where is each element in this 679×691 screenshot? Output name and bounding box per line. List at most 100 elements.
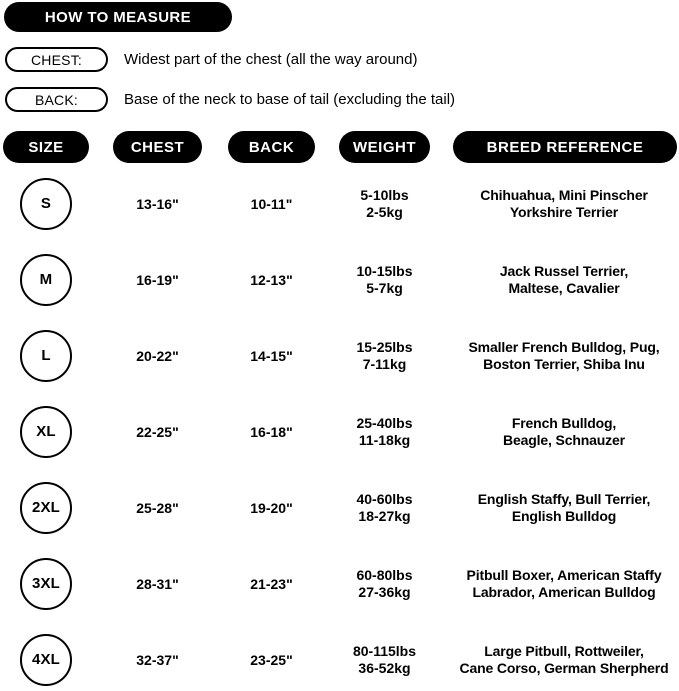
breed-line-2: Boston Terrier, Shiba Inu xyxy=(483,356,645,372)
chest-value: 22-25" xyxy=(136,423,179,440)
cell-weight: 10-15lbs 5-7kg xyxy=(339,249,430,311)
weight-value-lbs: 40-60lbs xyxy=(356,491,413,508)
breed-line-2: Cane Corso, German Sherpherd xyxy=(459,660,669,676)
weight-value-lbs: 15-25lbs xyxy=(356,339,413,356)
table-row: 2XL 25-28" 19-20" 40-60lbs 18-27kg English St… xyxy=(0,477,679,539)
breed-line-1: Pitbull Boxer, American Staffy xyxy=(466,567,662,584)
breed-line-2: Beagle, Schnauzer xyxy=(503,432,625,448)
size-badge: 2XL xyxy=(20,482,72,534)
cell-size: 3XL xyxy=(3,553,89,615)
measure-description-back: Base of the neck to base of tail (exclud… xyxy=(124,91,456,108)
weight-value-kg: 5-7kg xyxy=(366,280,403,296)
table-row: L 20-22" 14-15" 15-25lbs 7-11kg Smaller Frenc… xyxy=(0,325,679,387)
back-value: 14-15" xyxy=(250,347,293,364)
size-badge: 3XL xyxy=(20,558,72,610)
cell-breed-reference: English Staffy, Bull Terrier, English Bul… xyxy=(449,477,679,539)
cell-size: 4XL xyxy=(3,629,89,691)
cell-chest: 22-25" xyxy=(113,401,202,463)
cell-size: M xyxy=(3,249,89,311)
cell-weight: 40-60lbs 18-27kg xyxy=(339,477,430,539)
measure-description-chest: Widest part of the chest (all the way ar… xyxy=(124,51,418,68)
weight-value-lbs: 25-40lbs xyxy=(356,415,413,432)
column-header-chest: CHEST xyxy=(113,131,202,163)
cell-back: 12-13" xyxy=(228,249,315,311)
cell-chest: 25-28" xyxy=(113,477,202,539)
back-value: 19-20" xyxy=(250,499,293,516)
weight-value-kg: 7-11kg xyxy=(362,356,407,372)
back-value: 16-18" xyxy=(250,423,293,440)
weight-value-kg: 27-36kg xyxy=(358,584,411,600)
chest-value: 25-28" xyxy=(136,499,179,516)
breed-line-2: Maltese, Cavalier xyxy=(508,280,620,296)
table-row: M 16-19" 12-13" 10-15lbs 5-7kg Jack Russel Te… xyxy=(0,249,679,311)
cell-size: S xyxy=(3,173,89,235)
breed-line-2: Yorkshire Terrier xyxy=(509,204,619,220)
how-to-measure-title: HOW TO MEASURE xyxy=(4,2,232,32)
cell-chest: 20-22" xyxy=(113,325,202,387)
back-value: 10-11" xyxy=(250,195,293,212)
cell-size: L xyxy=(3,325,89,387)
chest-value: 13-16" xyxy=(136,195,179,212)
weight-value-lbs: 10-15lbs xyxy=(356,263,413,280)
cell-chest: 16-19" xyxy=(113,249,202,311)
back-value: 12-13" xyxy=(250,271,293,288)
cell-size: XL xyxy=(3,401,89,463)
cell-breed-reference: Large Pitbull, Rottweiler, Cane Corso, Ge… xyxy=(449,629,679,691)
weight-value-kg: 11-18kg xyxy=(358,432,411,448)
table-row: S 13-16" 10-11" 5-10lbs 2-5kg Chihuahua, Mini… xyxy=(0,173,679,235)
cell-weight: 25-40lbs 11-18kg xyxy=(339,401,430,463)
column-header-size: SIZE xyxy=(3,131,89,163)
weight-value-kg: 2-5kg xyxy=(366,204,403,220)
column-header-weight: WEIGHT xyxy=(339,131,430,163)
measure-label-back: BACK: xyxy=(5,87,108,112)
weight-value-lbs: 60-80lbs xyxy=(356,567,413,584)
cell-breed-reference: Jack Russel Terrier, Maltese, Cavalier xyxy=(449,249,679,311)
column-header-back: BACK xyxy=(228,131,315,163)
table-header-row: SIZE CHEST BACK WEIGHT BREED REFERENCE xyxy=(0,131,679,163)
measure-label-chest: CHEST: xyxy=(5,47,108,72)
breed-line-1: Smaller French Bulldog, Pug, xyxy=(468,339,660,356)
measure-row-back: BACK: Base of the neck to base of tail (… xyxy=(0,87,679,113)
cell-weight: 5-10lbs 2-5kg xyxy=(339,173,430,235)
weight-value-kg: 18-27kg xyxy=(358,508,411,524)
weight-value-kg: 36-52kg xyxy=(358,660,411,676)
cell-back: 21-23" xyxy=(228,553,315,615)
column-header-breed-reference: BREED REFERENCE xyxy=(453,131,677,163)
table-row: XL 22-25" 16-18" 25-40lbs 11-18kg French Bull… xyxy=(0,401,679,463)
cell-back: 10-11" xyxy=(228,173,315,235)
back-value: 21-23" xyxy=(250,575,293,592)
chest-value: 20-22" xyxy=(136,347,179,364)
cell-back: 16-18" xyxy=(228,401,315,463)
size-badge: L xyxy=(20,330,72,382)
chest-value: 16-19" xyxy=(136,271,179,288)
size-badge: 4XL xyxy=(20,634,72,686)
table-row: 4XL 32-37" 23-25" 80-115lbs 36-52kg Large Pit… xyxy=(0,629,679,691)
weight-value-lbs: 80-115lbs xyxy=(352,643,417,660)
cell-breed-reference: Pitbull Boxer, American Staffy Labrador, … xyxy=(449,553,679,615)
breed-line-1: Large Pitbull, Rottweiler, xyxy=(484,643,644,660)
cell-breed-reference: French Bulldog, Beagle, Schnauzer xyxy=(449,401,679,463)
breed-line-2: Labrador, American Bulldog xyxy=(472,584,656,600)
cell-breed-reference: Smaller French Bulldog, Pug, Boston Terri… xyxy=(449,325,679,387)
breed-line-2: English Bulldog xyxy=(511,508,617,524)
weight-value-lbs: 5-10lbs xyxy=(360,187,409,204)
cell-chest: 28-31" xyxy=(113,553,202,615)
breed-line-1: Chihuahua, Mini Pinscher xyxy=(480,187,648,204)
cell-size: 2XL xyxy=(3,477,89,539)
chest-value: 32-37" xyxy=(136,651,179,668)
back-value: 23-25" xyxy=(250,651,293,668)
size-badge: S xyxy=(20,178,72,230)
size-badge: XL xyxy=(20,406,72,458)
table-row: 3XL 28-31" 21-23" 60-80lbs 27-36kg Pitbull Bo… xyxy=(0,553,679,615)
cell-back: 19-20" xyxy=(228,477,315,539)
cell-weight: 15-25lbs 7-11kg xyxy=(339,325,430,387)
cell-chest: 32-37" xyxy=(113,629,202,691)
cell-back: 23-25" xyxy=(228,629,315,691)
cell-weight: 80-115lbs 36-52kg xyxy=(339,629,430,691)
breed-line-1: English Staffy, Bull Terrier, xyxy=(477,491,651,508)
size-badge: M xyxy=(20,254,72,306)
measure-row-chest: CHEST: Widest part of the chest (all the… xyxy=(0,47,679,73)
cell-back: 14-15" xyxy=(228,325,315,387)
